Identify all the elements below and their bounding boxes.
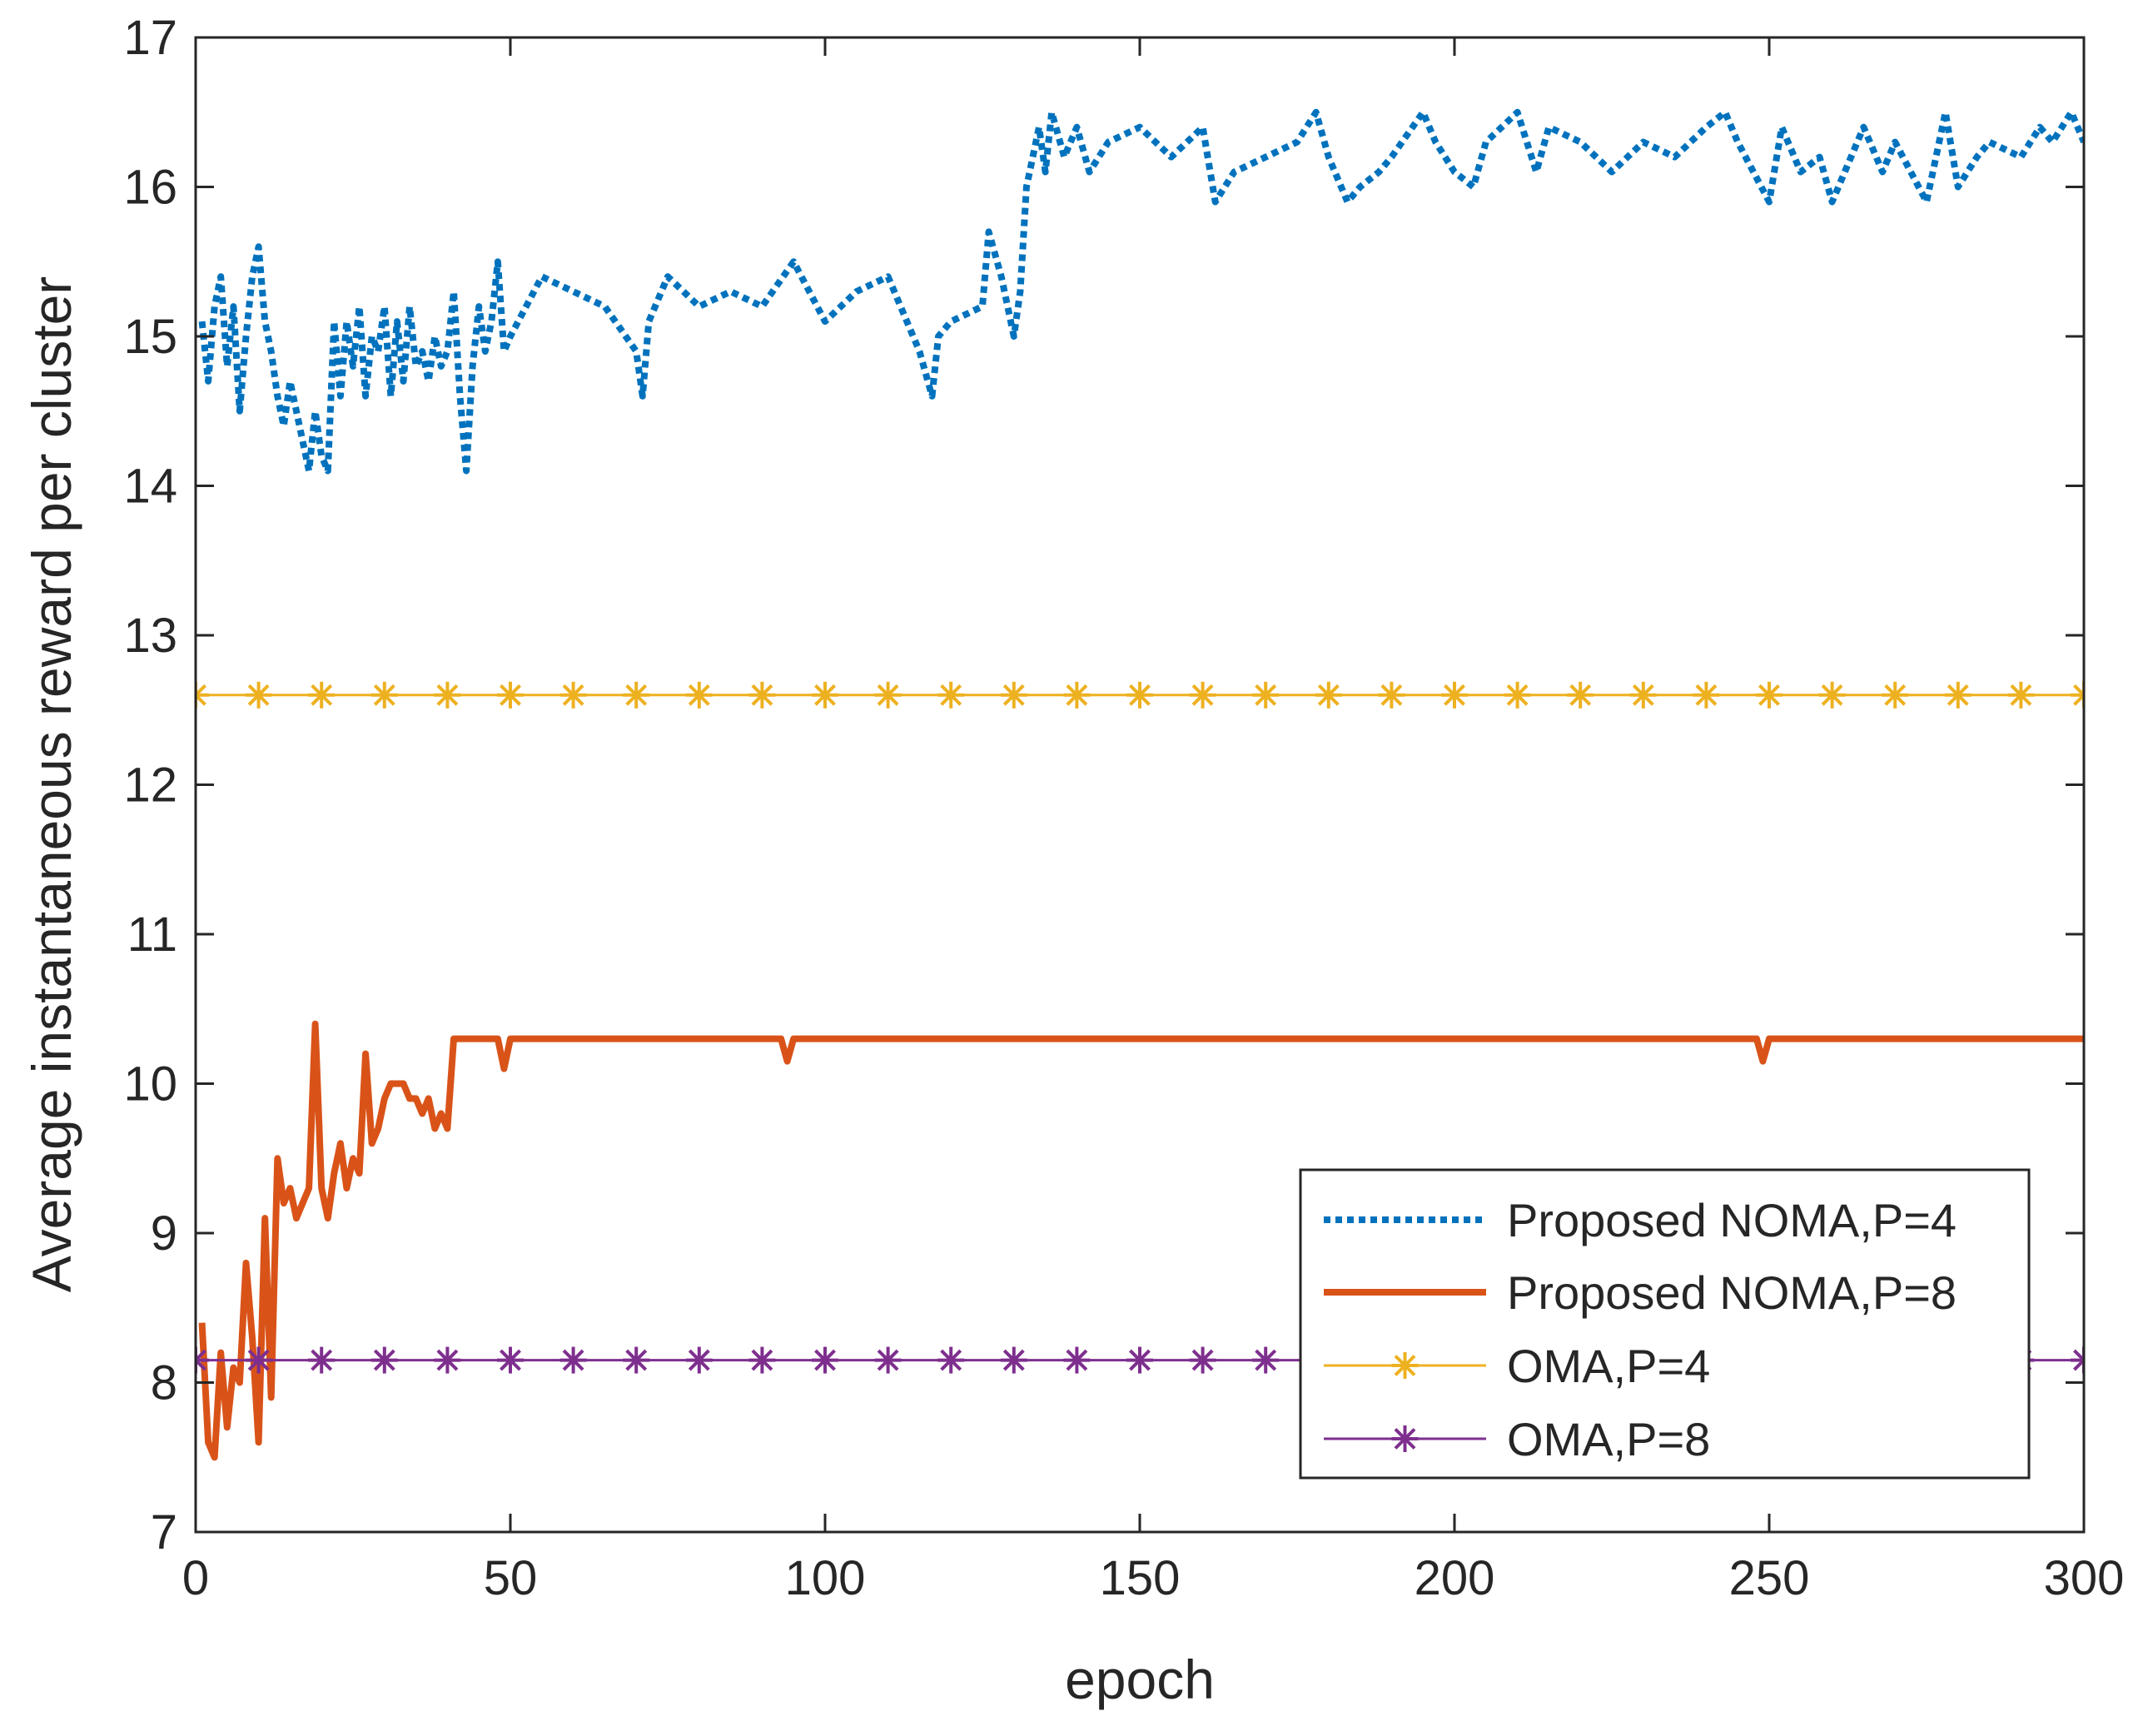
series-4-marker — [623, 1346, 650, 1374]
series-4-marker — [937, 1346, 965, 1374]
y-tick-label: 15 — [123, 310, 177, 364]
series-3-marker — [1189, 681, 1216, 709]
series-3-marker — [874, 681, 902, 709]
y-tick-label: 11 — [127, 908, 177, 962]
legend-label-3: OMA,P=4 — [1507, 1340, 1710, 1392]
series-3-marker — [559, 681, 587, 709]
legend: Proposed NOMA,P=4 Proposed NOMA,P=8 OMA,P=… — [1299, 1168, 2031, 1480]
legend-label-4: OMA,P=8 — [1507, 1413, 1710, 1465]
series-4-marker — [685, 1346, 713, 1374]
x-tick-label: 300 — [2044, 1551, 2125, 1605]
series-3-marker — [370, 681, 398, 709]
y-tick-label: 9 — [151, 1206, 177, 1261]
legend-label-2: Proposed NOMA,P=8 — [1507, 1266, 1957, 1319]
series-4-marker — [245, 1346, 272, 1374]
series-4-marker — [1000, 1346, 1027, 1374]
x-tick-label: 50 — [484, 1551, 538, 1605]
y-tick-label: 16 — [123, 161, 177, 215]
series-4-marker — [497, 1346, 524, 1374]
series-3-marker — [937, 681, 965, 709]
series-4-marker — [434, 1346, 461, 1374]
series-4-marker — [1252, 1346, 1280, 1374]
y-tick-label: 13 — [123, 609, 177, 663]
legend-marker-4 — [1391, 1425, 1419, 1452]
y-axis-label: Average instantaneous reward per cluster — [21, 276, 82, 1292]
y-tick-label: 14 — [123, 460, 177, 514]
series-4-marker — [308, 1346, 336, 1374]
series-3-marker — [2007, 681, 2035, 709]
series-line-2 — [198, 1020, 2084, 1461]
y-tick-label: 7 — [151, 1505, 177, 1559]
series-4-marker — [1126, 1346, 1153, 1374]
x-tick-label: 250 — [1729, 1551, 1810, 1605]
series-3-marker — [1882, 681, 1909, 709]
series-3-marker — [497, 681, 524, 709]
series-4-marker — [196, 1346, 209, 1374]
series-3-marker — [1629, 681, 1657, 709]
series-3-marker — [1378, 681, 1405, 709]
series-4-marker — [812, 1346, 838, 1374]
series-3-marker — [1441, 681, 1468, 709]
y-tick-label: 8 — [151, 1356, 177, 1410]
series-3-marker — [748, 681, 776, 709]
x-tick-label: 100 — [785, 1551, 866, 1605]
x-axis-label: epoch — [1065, 1649, 1215, 1710]
series-3-marker — [1818, 681, 1846, 709]
x-tick-label: 0 — [182, 1551, 209, 1605]
series-4-marker — [370, 1346, 398, 1374]
series-4-marker — [2071, 1346, 2084, 1374]
series-3-marker — [308, 681, 336, 709]
series-3-marker — [2071, 681, 2084, 709]
series-3-marker — [1756, 681, 1783, 709]
series-3-marker — [812, 681, 838, 709]
series-4-marker — [1189, 1346, 1216, 1374]
series-3-marker — [1063, 681, 1091, 709]
series-3-marker — [1000, 681, 1027, 709]
series-3-marker — [434, 681, 461, 709]
y-tick-label: 10 — [123, 1057, 177, 1112]
y-tick-label: 12 — [123, 759, 177, 813]
series-3-marker — [1504, 681, 1531, 709]
series-3-marker — [1693, 681, 1720, 709]
series-4-marker — [748, 1346, 776, 1374]
series-3-marker — [1252, 681, 1280, 709]
y-tick-label: 17 — [123, 11, 177, 65]
series-3-marker — [1567, 681, 1594, 709]
series-line-1 — [198, 108, 2084, 475]
legend-label-1: Proposed NOMA,P=4 — [1507, 1194, 1957, 1246]
series-3-marker — [623, 681, 650, 709]
x-tick-label: 200 — [1415, 1551, 1495, 1605]
series-3-marker — [1126, 681, 1153, 709]
series-4-marker — [1063, 1346, 1091, 1374]
series-4-marker — [559, 1346, 587, 1374]
legend-marker-3 — [1391, 1352, 1419, 1379]
series-3-marker — [245, 681, 272, 709]
series-3-marker — [196, 681, 209, 709]
x-tick-label: 150 — [1100, 1551, 1181, 1605]
series-4-marker — [874, 1346, 902, 1374]
series-3-marker — [1315, 681, 1342, 709]
series-3-marker — [1944, 681, 1971, 709]
series-3-marker — [685, 681, 713, 709]
